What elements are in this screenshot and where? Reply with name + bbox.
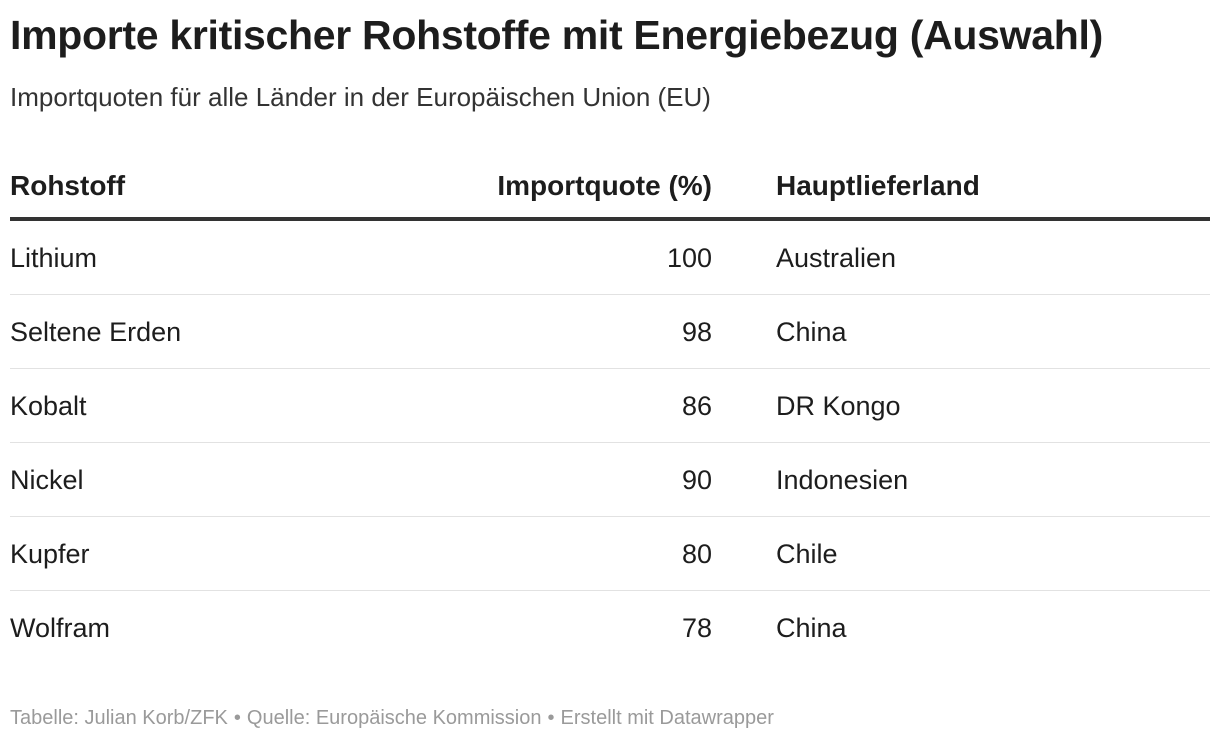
cell-rohstoff: Nickel <box>10 465 84 495</box>
cell-hauptlieferland: China <box>776 317 847 347</box>
column-header-importquote[interactable]: Importquote (%) <box>497 170 712 201</box>
column-header-rohstoff[interactable]: Rohstoff <box>10 170 126 201</box>
table-row: Wolfram 78 China <box>10 591 1210 665</box>
cell-importquote: 86 <box>681 391 712 421</box>
cell-rohstoff: Kupfer <box>10 539 90 569</box>
cell-rohstoff: Wolfram <box>10 613 111 643</box>
cell-rohstoff: Lithium <box>10 243 98 273</box>
cell-hauptlieferland: Indonesien <box>776 465 909 495</box>
chart-footer: Tabelle: Julian Korb/ZFK • Quelle: Europäi… <box>10 707 774 730</box>
footer-separator: • <box>547 707 555 729</box>
cell-rohstoff: Kobalt <box>10 391 87 421</box>
table-header-row: Rohstoff Importquote (%) Hauptlieferland <box>10 150 1210 221</box>
chart-title: Importe kritischer Rohstoffe mit Energie… <box>10 12 1103 58</box>
cell-importquote: 98 <box>681 317 712 347</box>
data-table: Rohstoff Importquote (%) Hauptlieferland… <box>10 150 1210 665</box>
table-row: Seltene Erden 98 China <box>10 295 1210 369</box>
cell-hauptlieferland: China <box>776 613 847 643</box>
cell-importquote: 90 <box>681 465 712 495</box>
cell-rohstoff: Seltene Erden <box>10 317 182 347</box>
footer-separator: • <box>233 707 241 729</box>
table-row: Kobalt 86 DR Kongo <box>10 369 1210 443</box>
table-row: Lithium 100 Australien <box>10 221 1210 295</box>
cell-importquote: 80 <box>681 539 712 569</box>
cell-hauptlieferland: Chile <box>776 539 838 569</box>
cell-hauptlieferland: DR Kongo <box>776 391 901 421</box>
table-row: Kupfer 80 Chile <box>10 517 1210 591</box>
footer-tool-link[interactable]: Erstellt mit Datawrapper <box>560 707 774 729</box>
table-row: Nickel 90 Indonesien <box>10 443 1210 517</box>
column-header-hauptlieferland[interactable]: Hauptlieferland <box>776 170 980 201</box>
cell-importquote: 78 <box>681 613 712 643</box>
cell-hauptlieferland: Australien <box>776 243 897 273</box>
footer-credit: Tabelle: Julian Korb/ZFK <box>10 707 228 729</box>
cell-importquote: 100 <box>666 243 712 273</box>
chart-subtitle: Importquoten für alle Länder in der Euro… <box>10 82 711 112</box>
footer-source: Quelle: Europäische Kommission <box>246 707 542 729</box>
